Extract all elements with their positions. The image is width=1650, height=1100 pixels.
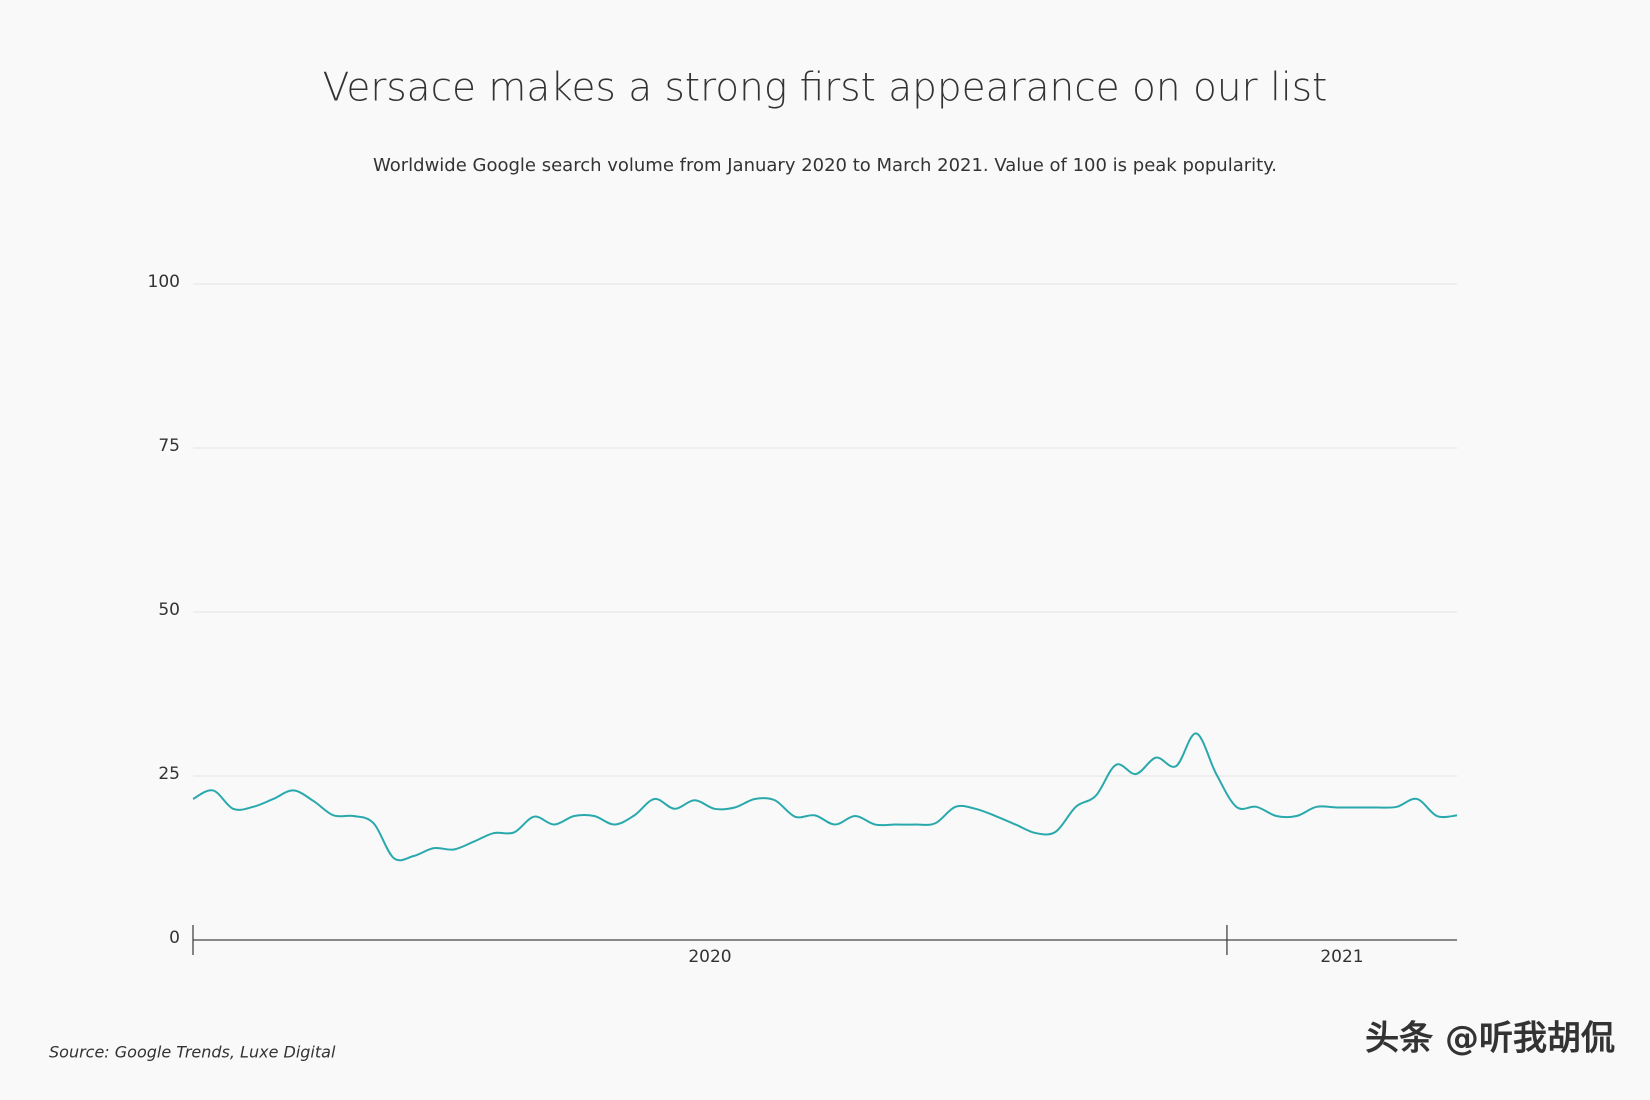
- y-tick-label: 0: [169, 928, 180, 948]
- x-tick-label: 2020: [688, 947, 731, 967]
- y-tick-label: 100: [148, 272, 180, 292]
- watermark: 头条 @听我胡侃: [1365, 1019, 1615, 1059]
- y-tick-label: 25: [158, 764, 180, 784]
- x-tick-label: 2021: [1320, 947, 1363, 967]
- data-line: [192, 732, 1458, 862]
- chart-subtitle: Worldwide Google search volume from Janu…: [373, 155, 1277, 176]
- source-note: Source: Google Trends, Luxe Digital: [49, 1043, 336, 1062]
- chart-title: Versace makes a strong first appearance …: [323, 66, 1328, 111]
- y-tick-label: 50: [158, 600, 180, 620]
- y-tick-label: 75: [158, 436, 180, 456]
